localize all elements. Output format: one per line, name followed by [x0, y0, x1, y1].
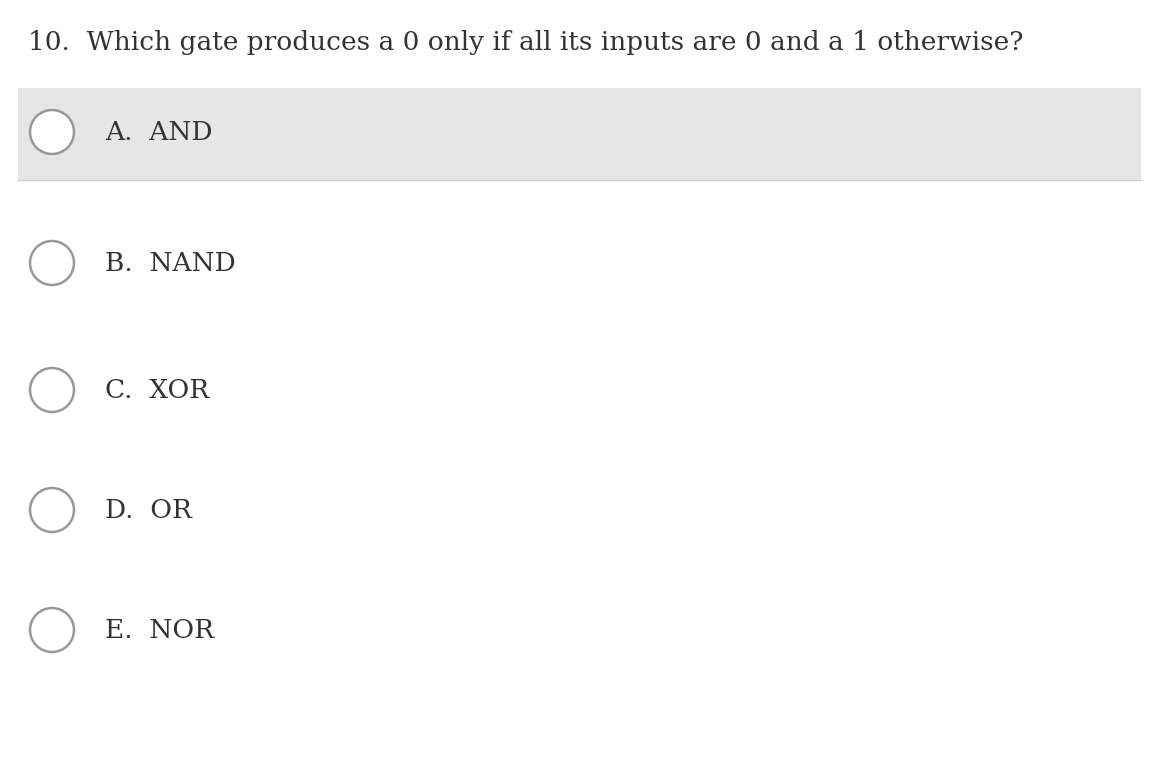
Circle shape: [30, 368, 74, 412]
Circle shape: [30, 241, 74, 285]
Text: B.  NAND: B. NAND: [105, 251, 235, 276]
Text: E.  NOR: E. NOR: [105, 618, 214, 643]
Text: D.  OR: D. OR: [105, 498, 192, 523]
Text: A.  AND: A. AND: [105, 119, 212, 144]
Bar: [19, 88, 1140, 180]
Circle shape: [30, 110, 74, 154]
Circle shape: [30, 608, 74, 652]
Text: 10.  Which gate produces a 0 only if all its inputs are 0 and a 1 otherwise?: 10. Which gate produces a 0 only if all …: [28, 30, 1023, 55]
Circle shape: [30, 488, 74, 532]
Text: C.  XOR: C. XOR: [105, 378, 209, 403]
